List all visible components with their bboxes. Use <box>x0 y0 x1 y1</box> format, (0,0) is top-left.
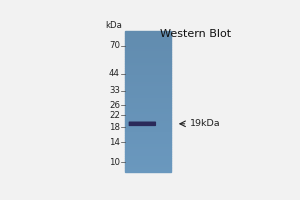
Text: kDa: kDa <box>106 21 122 30</box>
Bar <box>125 54 171 56</box>
Bar <box>125 77 171 78</box>
Text: 19kDa: 19kDa <box>190 119 220 128</box>
Bar <box>125 123 171 124</box>
Bar <box>125 86 171 87</box>
Text: 18: 18 <box>109 123 120 132</box>
Bar <box>125 151 171 152</box>
Bar <box>125 49 171 50</box>
Bar <box>125 91 171 93</box>
Bar <box>125 78 171 80</box>
Bar <box>125 34 171 36</box>
Bar <box>125 154 171 156</box>
Bar <box>125 52 171 54</box>
Bar <box>125 50 171 52</box>
Bar <box>125 87 171 89</box>
Bar <box>125 105 171 107</box>
Bar <box>125 64 171 66</box>
Bar <box>125 73 171 75</box>
Bar <box>125 107 171 108</box>
Bar <box>125 130 171 131</box>
Bar <box>125 96 171 98</box>
Bar <box>125 145 171 147</box>
Bar <box>125 98 171 100</box>
Bar <box>125 170 171 172</box>
Bar <box>125 61 171 63</box>
Bar <box>125 47 171 49</box>
Bar <box>125 93 171 94</box>
Bar <box>125 149 171 151</box>
Text: 26: 26 <box>109 101 120 110</box>
Bar <box>125 45 171 47</box>
Bar <box>125 82 171 84</box>
Bar <box>125 71 171 73</box>
Bar <box>125 128 171 130</box>
Bar <box>125 168 171 170</box>
Bar <box>125 63 171 64</box>
Bar <box>125 100 171 101</box>
Bar <box>125 126 171 128</box>
Bar <box>125 112 171 114</box>
Bar <box>125 80 171 82</box>
Bar <box>125 167 171 168</box>
Bar <box>125 147 171 149</box>
Bar <box>125 124 171 126</box>
Text: Western Blot: Western Blot <box>160 29 231 39</box>
Bar <box>125 135 171 137</box>
Text: 70: 70 <box>109 41 120 50</box>
Bar <box>125 89 171 91</box>
Bar <box>125 117 171 119</box>
Bar <box>125 43 171 45</box>
Bar <box>125 110 171 112</box>
Bar <box>125 59 171 61</box>
Bar <box>125 160 171 161</box>
Bar <box>125 158 171 160</box>
Bar <box>125 31 171 33</box>
Text: 10: 10 <box>109 158 120 167</box>
FancyBboxPatch shape <box>129 121 156 126</box>
Bar <box>125 133 171 135</box>
Bar <box>125 68 171 70</box>
Text: 33: 33 <box>109 86 120 95</box>
Text: 22: 22 <box>109 111 120 120</box>
Bar <box>125 138 171 140</box>
Bar <box>125 101 171 103</box>
Bar <box>125 163 171 165</box>
Bar <box>125 142 171 144</box>
Bar <box>125 114 171 115</box>
Bar <box>125 84 171 86</box>
Bar <box>125 94 171 96</box>
Bar <box>125 40 171 41</box>
Bar <box>125 144 171 145</box>
Bar <box>125 156 171 158</box>
Bar <box>125 103 171 105</box>
Bar <box>125 75 171 77</box>
Bar <box>125 140 171 142</box>
Bar <box>125 38 171 40</box>
Bar <box>125 66 171 68</box>
Bar <box>125 56 171 57</box>
Bar <box>125 70 171 71</box>
Bar <box>125 161 171 163</box>
Bar <box>125 36 171 38</box>
Bar <box>125 165 171 167</box>
Text: 14: 14 <box>109 138 120 147</box>
Bar <box>125 115 171 117</box>
Bar <box>125 152 171 154</box>
Bar <box>125 57 171 59</box>
Text: 44: 44 <box>109 69 120 78</box>
Bar <box>125 131 171 133</box>
Bar <box>125 108 171 110</box>
Bar <box>125 41 171 43</box>
Bar <box>125 119 171 121</box>
Bar <box>125 137 171 138</box>
Bar <box>125 33 171 34</box>
Bar <box>125 121 171 123</box>
